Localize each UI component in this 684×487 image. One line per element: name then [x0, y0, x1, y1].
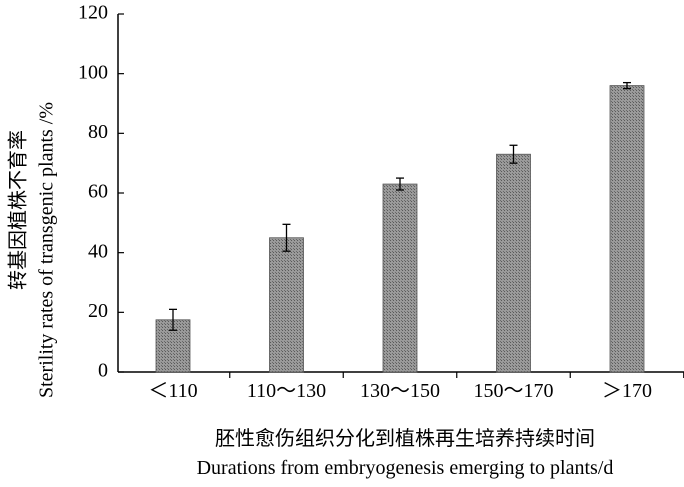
bar [269, 237, 304, 373]
x-axis-label-chinese: 胚性愈伤组织分化到植株再生培养持续时间 [215, 427, 595, 450]
x-axis-label-english: Durations from embryogenesis emerging to… [197, 457, 614, 479]
bar [609, 85, 645, 373]
y-tick-label: 100 [78, 61, 108, 83]
plot-area: 0 20 40 60 80 100 120 ＜110 110～130 130～150 150～170… [78, 2, 684, 402]
y-axis-label-chinese: 转基因植株不育率 [7, 130, 30, 290]
y-tick-label: 60 [88, 181, 108, 203]
x-tick-label: ＜110 [148, 380, 197, 402]
bar [496, 153, 531, 373]
x-tick-label: 130～150 [360, 380, 440, 402]
x-tick-label: 150～170 [474, 380, 554, 402]
x-tick-label: ＞170 [602, 380, 652, 402]
bar [382, 183, 418, 373]
y-tick-label: 20 [88, 300, 108, 322]
y-tick-label: 0 [98, 360, 108, 382]
y-tick-label: 80 [88, 121, 108, 143]
y-tick-label: 40 [88, 240, 108, 262]
y-tick-label: 120 [78, 2, 108, 24]
x-tick-label: 110～130 [247, 380, 326, 402]
y-axis-label-english: Sterility rates of transgenic plants /% [36, 102, 58, 398]
